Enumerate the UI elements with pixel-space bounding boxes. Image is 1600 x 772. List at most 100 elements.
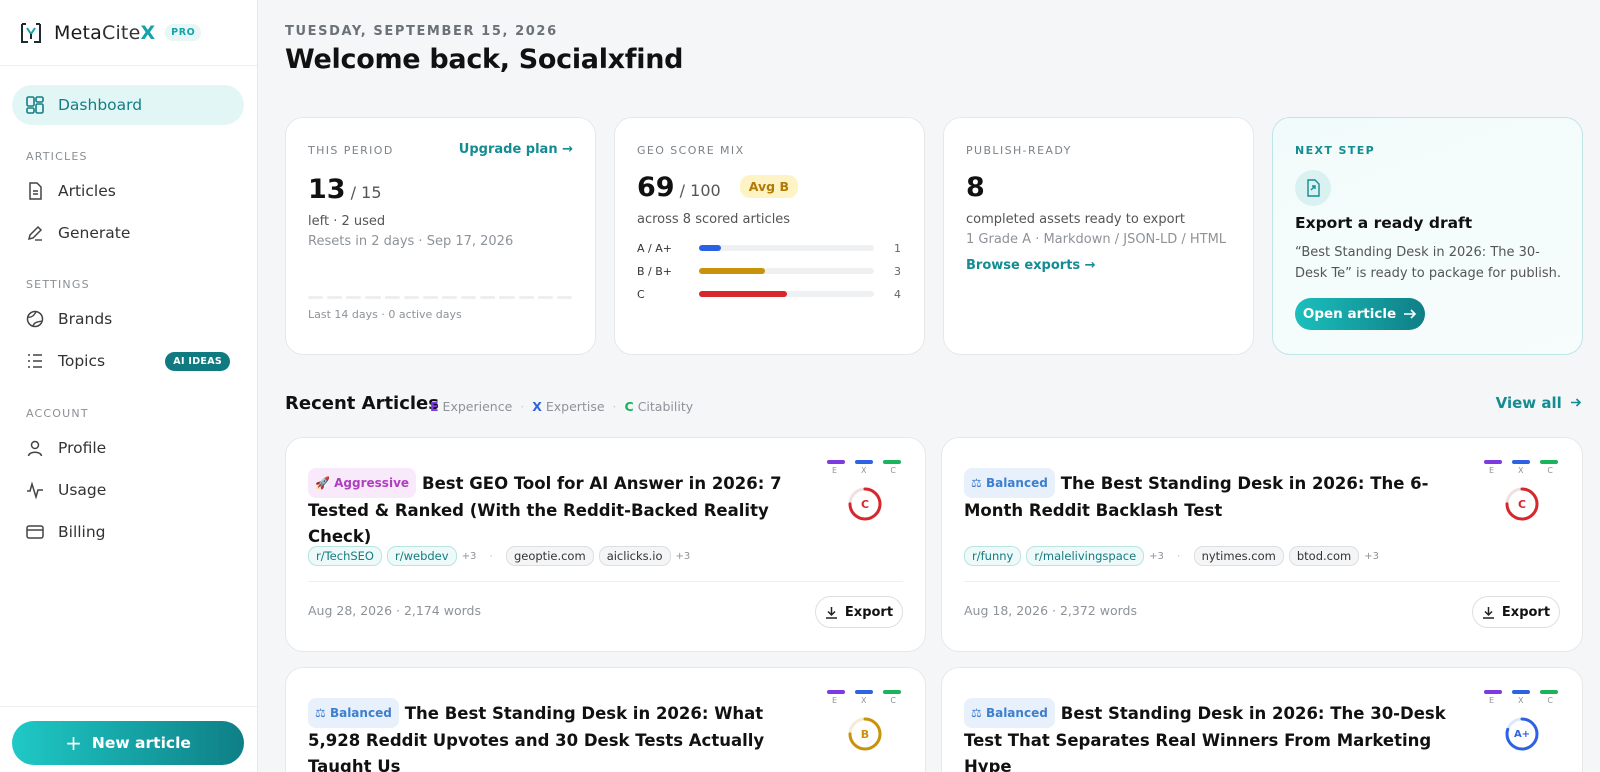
article-title-block[interactable]: ⚖ Balanced The Best Standing Desk in 2026… [308, 698, 798, 772]
period-card: THIS PERIOD Upgrade plan → 13 / 15 left … [285, 117, 596, 355]
citability-bar [1540, 690, 1558, 694]
recent-articles-title: Recent Articles [285, 393, 439, 414]
brand[interactable]: MetaCite X PRO [0, 0, 257, 66]
exc-letter-x: X [860, 466, 867, 475]
nav-usage[interactable]: Usage [12, 470, 244, 510]
nav-brands-label: Brands [58, 310, 113, 328]
open-article-button[interactable]: Open article [1295, 298, 1425, 330]
grade-row-fill [699, 268, 765, 274]
ai-ideas-badge: AI IDEAS [165, 351, 230, 371]
nav-billing[interactable]: Billing [12, 512, 244, 552]
nav-profile[interactable]: Profile [12, 428, 244, 468]
arrow-right-icon [1404, 309, 1417, 319]
activity-day-segment [422, 296, 438, 299]
current-date: TUESDAY, SEPTEMBER 15, 2026 [285, 24, 558, 39]
subreddit-tag[interactable]: r/malelivingspace [1026, 546, 1145, 566]
next-label: NEXT STEP [1295, 144, 1376, 157]
next-title: Export a ready draft [1295, 214, 1473, 232]
credits-reset: Resets in 2 days · Sep 17, 2026 [308, 234, 514, 249]
download-icon [825, 606, 837, 619]
exc-letter-e: E [1489, 696, 1495, 705]
geo-sub: across 8 scored articles [637, 212, 791, 227]
brand-x: X [140, 21, 156, 44]
logo-icon [21, 22, 41, 43]
more-subs-count: +3 [461, 550, 477, 562]
experience-bar [827, 690, 845, 694]
mode-badge: 🚀 Aggressive [308, 468, 417, 498]
nav-topics[interactable]: Topics AI IDEAS [12, 341, 244, 381]
pencil-icon [27, 225, 43, 241]
publish-ready-card: PUBLISH-READY 8 completed assets ready t… [943, 117, 1254, 355]
upgrade-plan-link[interactable]: Upgrade plan → [458, 142, 573, 157]
new-article-label: New article [91, 734, 191, 752]
article-title: The Best Standing Desk in 2026: The 6-Mo… [964, 474, 1429, 520]
tag-separator: · [489, 549, 493, 563]
browse-exports-link[interactable]: Browse exports → [966, 258, 1096, 273]
citability-bar [1540, 460, 1558, 464]
nav-generate[interactable]: Generate [12, 213, 244, 253]
article-title-block[interactable]: 🚀 Aggressive Best GEO Tool for AI Answer … [308, 468, 798, 550]
activity-day-segment [556, 296, 572, 299]
grade-row: A / A+ 1 [637, 240, 901, 256]
view-all-label: View all [1495, 394, 1562, 412]
activity-day-segment [308, 296, 324, 299]
dashboard-icon [26, 96, 44, 114]
grade-row-fill [699, 245, 721, 251]
grade-row-count: 1 [894, 241, 901, 255]
avg-grade-badge: Avg B [739, 175, 798, 198]
new-article-button[interactable]: + New article [12, 721, 244, 765]
article-card[interactable]: 🚀 Aggressive Best GEO Tool for AI Answer … [285, 437, 926, 652]
article-card[interactable]: ⚖ Balanced The Best Standing Desk in 2026… [285, 667, 926, 772]
domain-tag[interactable]: aiclicks.io [598, 546, 671, 566]
domain-tag[interactable]: btod.com [1288, 546, 1360, 566]
activity-day-segment [461, 296, 477, 299]
sidebar: MetaCite X PRO Dashboard ARTICLES Article… [0, 0, 258, 772]
rocket-icon: 🚀 [315, 476, 330, 490]
nav-dashboard[interactable]: Dashboard [12, 85, 244, 125]
grade-row-track [699, 245, 874, 251]
legend-dot: · [520, 399, 525, 414]
domain-tag[interactable]: nytimes.com [1193, 546, 1284, 566]
article-title: Best GEO Tool for AI Answer in 2026: 7 T… [308, 474, 782, 546]
exc-letter-e: E [1489, 466, 1495, 475]
expertise-bar [1512, 690, 1530, 694]
nav-section-settings: SETTINGS [26, 278, 90, 291]
article-title-block[interactable]: ⚖ Balanced Best Standing Desk in 2026: Th… [964, 698, 1454, 772]
experience-bar [1484, 690, 1502, 694]
article-meta: Aug 18, 2026 · 2,372 words [964, 603, 1137, 618]
grade-row-label: C [637, 287, 645, 301]
grade-ring [848, 487, 882, 521]
nav-brands[interactable]: Brands [12, 299, 244, 339]
exc-letter-x: X [860, 696, 867, 705]
legend-key-e: E [430, 399, 439, 414]
next-desc: “Best Standing Desk in 2026: The 30-Desk… [1295, 245, 1561, 281]
article-card[interactable]: ⚖ Balanced Best Standing Desk in 2026: Th… [941, 667, 1583, 772]
article-meta: Aug 28, 2026 · 2,174 words [308, 603, 481, 618]
view-all-link[interactable]: View all [1496, 394, 1582, 412]
article-title-block[interactable]: ⚖ Balanced The Best Standing Desk in 2026… [964, 468, 1454, 524]
nav-articles[interactable]: Articles [12, 171, 244, 211]
citability-bar [883, 460, 901, 464]
domain-tag[interactable]: geoptie.com [505, 546, 594, 566]
export-button[interactable]: Export [1472, 596, 1560, 628]
activity-day-segment [537, 296, 553, 299]
next-step-card: NEXT STEP Export a ready draft “Best Sta… [1272, 117, 1583, 355]
subreddit-tag[interactable]: r/TechSEO [308, 546, 382, 566]
subreddit-tag[interactable]: r/funny [964, 546, 1022, 566]
expertise-bar [855, 690, 873, 694]
expertise-bar [1512, 460, 1530, 464]
export-button[interactable]: Export [815, 596, 903, 628]
article-title: Best Standing Desk in 2026: The 30-Desk … [964, 704, 1446, 772]
arrow-right-icon [1571, 398, 1582, 407]
article-card[interactable]: ⚖ Balanced The Best Standing Desk in 2026… [941, 437, 1583, 652]
publish-count: 8 [966, 172, 985, 203]
grade-ring [1505, 487, 1539, 521]
file-export-icon [1307, 179, 1320, 197]
globe-icon [26, 310, 44, 328]
subreddit-tag[interactable]: r/webdev [386, 546, 457, 566]
legend-dot: · [612, 399, 617, 414]
export-label: Export [844, 604, 894, 620]
legend-label-x: Expertise [545, 399, 605, 414]
nav-usage-label: Usage [58, 481, 107, 499]
